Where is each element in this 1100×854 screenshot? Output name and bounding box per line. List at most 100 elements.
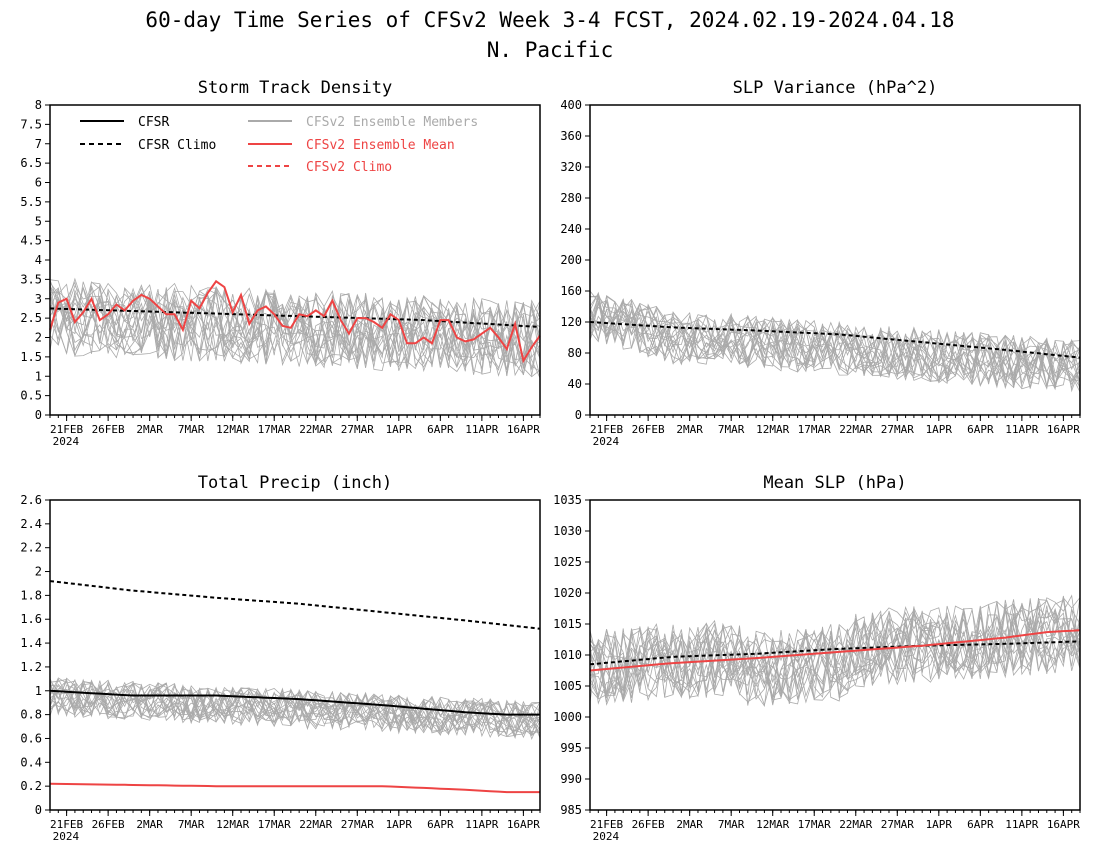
y-tick-label: 985 (560, 803, 582, 817)
y-tick-label: 4 (35, 253, 42, 267)
y-tick-label: 1010 (553, 648, 582, 662)
ensemble-member-line (589, 292, 1081, 386)
y-tick-label: 5 (35, 214, 42, 228)
legend: CFSR CFSR Climo CFSv2 Ensemble Members CFSv… (80, 115, 478, 175)
x-tick-label: 17MAR (258, 818, 291, 831)
y-tick-label: 1005 (553, 679, 582, 693)
x-tick-label: 11APR (465, 423, 498, 436)
ensemble-member-line (589, 599, 1081, 702)
x-tick-label: 22MAR (839, 423, 872, 436)
x-tick-label: 22MAR (839, 818, 872, 831)
x-tick-label: 6APR (427, 818, 454, 831)
x-tick-label: 2MAR (676, 423, 703, 436)
y-tick-label: 320 (560, 160, 582, 174)
panel-4: Mean SLP (hPa) 985 990 995 1000 1005 1010 1015 1… (553, 473, 1081, 843)
y-tick-label: 1000 (553, 710, 582, 724)
y-tick-label: 280 (560, 191, 582, 205)
plot-frame (49, 499, 541, 811)
y-tick-label: 240 (560, 222, 582, 236)
y-tick-label: 2.2 (20, 541, 42, 555)
ensemble-member-line (589, 296, 1081, 387)
ensemble-member-line (589, 608, 1081, 705)
x-tick-label: 7MAR (718, 423, 745, 436)
y-tick-label: 0.2 (20, 779, 42, 793)
ensemble-member-line (49, 279, 541, 373)
x-tick-label: 12MAR (216, 423, 249, 436)
x-tick-label: 16APR (507, 818, 540, 831)
x-tick-label: 26FEB (632, 423, 665, 436)
y-tick-label: 1020 (553, 586, 582, 600)
y-tick-label: 0 (35, 408, 42, 422)
series-cfsv2-ensemble-mean (49, 279, 541, 364)
x-tick-label: 16APR (507, 423, 540, 436)
x-tick-label: 22MAR (299, 818, 332, 831)
x-tick-label: 27MAR (881, 423, 914, 436)
y-tick-label: 1025 (553, 555, 582, 569)
panel-title: SLP Variance (hPa^2) (733, 78, 938, 98)
x-tick-label: 12MAR (216, 818, 249, 831)
y-tick-label: 3.5 (20, 272, 42, 286)
y-tick-label: 120 (560, 315, 582, 329)
x-tick-label: 27MAR (341, 423, 374, 436)
ensemble-member-line (589, 600, 1081, 700)
y-tick-label: 0.4 (20, 755, 42, 769)
x-year-label: 2024 (593, 435, 620, 448)
panel-title: Storm Track Density (198, 78, 392, 98)
panel-2: SLP Variance (hPa^2) 0 40 80 120 160 200 240 280… (560, 78, 1081, 448)
ensemble-members (589, 290, 1081, 393)
y-tick-label: 160 (560, 284, 582, 298)
ensemble-member-line (589, 300, 1081, 388)
ensemble-member-line (589, 609, 1081, 703)
ensemble-member-line (49, 287, 541, 371)
ensemble-member-line (49, 677, 541, 737)
y-tick-label: 400 (560, 98, 582, 112)
y-tick-label: 1035 (553, 493, 582, 507)
y-tick-label: 80 (568, 346, 582, 360)
ensemble-member-line (49, 681, 541, 739)
ensemble-member-line (49, 681, 541, 738)
panel-1: Storm Track Density 0 0.5 1 1.5 2 2.5 3 3.5 4 4.5 5… (20, 78, 541, 448)
panel-title: Mean SLP (hPa) (763, 473, 906, 493)
x-tick-label: 6APR (427, 423, 454, 436)
y-tick-label: 3 (35, 292, 42, 306)
y-tick-label: 2.5 (20, 311, 42, 325)
y-tick-label: 360 (560, 129, 582, 143)
y-tick-label: 2 (35, 565, 42, 579)
x-tick-label: 1APR (926, 423, 953, 436)
legend-label: CFSv2 Ensemble Mean (306, 138, 455, 153)
x-tick-label: 2MAR (676, 818, 703, 831)
x-tick-label: 27MAR (881, 818, 914, 831)
y-tick-label: 200 (560, 253, 582, 267)
y-tick-label: 1 (35, 369, 42, 383)
y-tick-label: 40 (568, 377, 582, 391)
y-tick-label: 1 (35, 684, 42, 698)
ensemble-member-line (589, 295, 1081, 390)
x-tick-label: 27MAR (341, 818, 374, 831)
panel-3: Total Precip (inch) 0 0.2 0.4 0.6 0.8 1 1.2 1.4 1… (20, 473, 541, 843)
y-tick-label: 995 (560, 741, 582, 755)
x-tick-label: 21FEB (590, 423, 623, 436)
ensemble-member-line (49, 282, 541, 376)
y-tick-label: 1.4 (20, 636, 42, 650)
legend-label: CFSv2 Climo (306, 160, 392, 175)
ensemble-member-line (49, 284, 541, 376)
y-tick-label: 0.8 (20, 708, 42, 722)
legend-label: CFSR (138, 115, 169, 130)
y-tick-label: 1.2 (20, 660, 42, 674)
y-tick-label: 6.5 (20, 156, 42, 170)
series-cfsv2-climo (49, 782, 540, 794)
x-tick-label: 1APR (386, 423, 413, 436)
x-tick-label: 6APR (967, 818, 994, 831)
x-tick-label: 21FEB (50, 423, 83, 436)
x-tick-label: 26FEB (92, 423, 125, 436)
x-tick-label: 26FEB (92, 818, 125, 831)
x-tick-label: 6APR (967, 423, 994, 436)
y-tick-label: 5.5 (20, 195, 42, 209)
x-year-label: 2024 (593, 830, 620, 843)
figure-subtitle: N. Pacific (487, 38, 613, 62)
x-tick-label: 2MAR (136, 423, 163, 436)
y-tick-label: 2 (35, 331, 42, 345)
panel-title: Total Precip (inch) (198, 473, 392, 493)
